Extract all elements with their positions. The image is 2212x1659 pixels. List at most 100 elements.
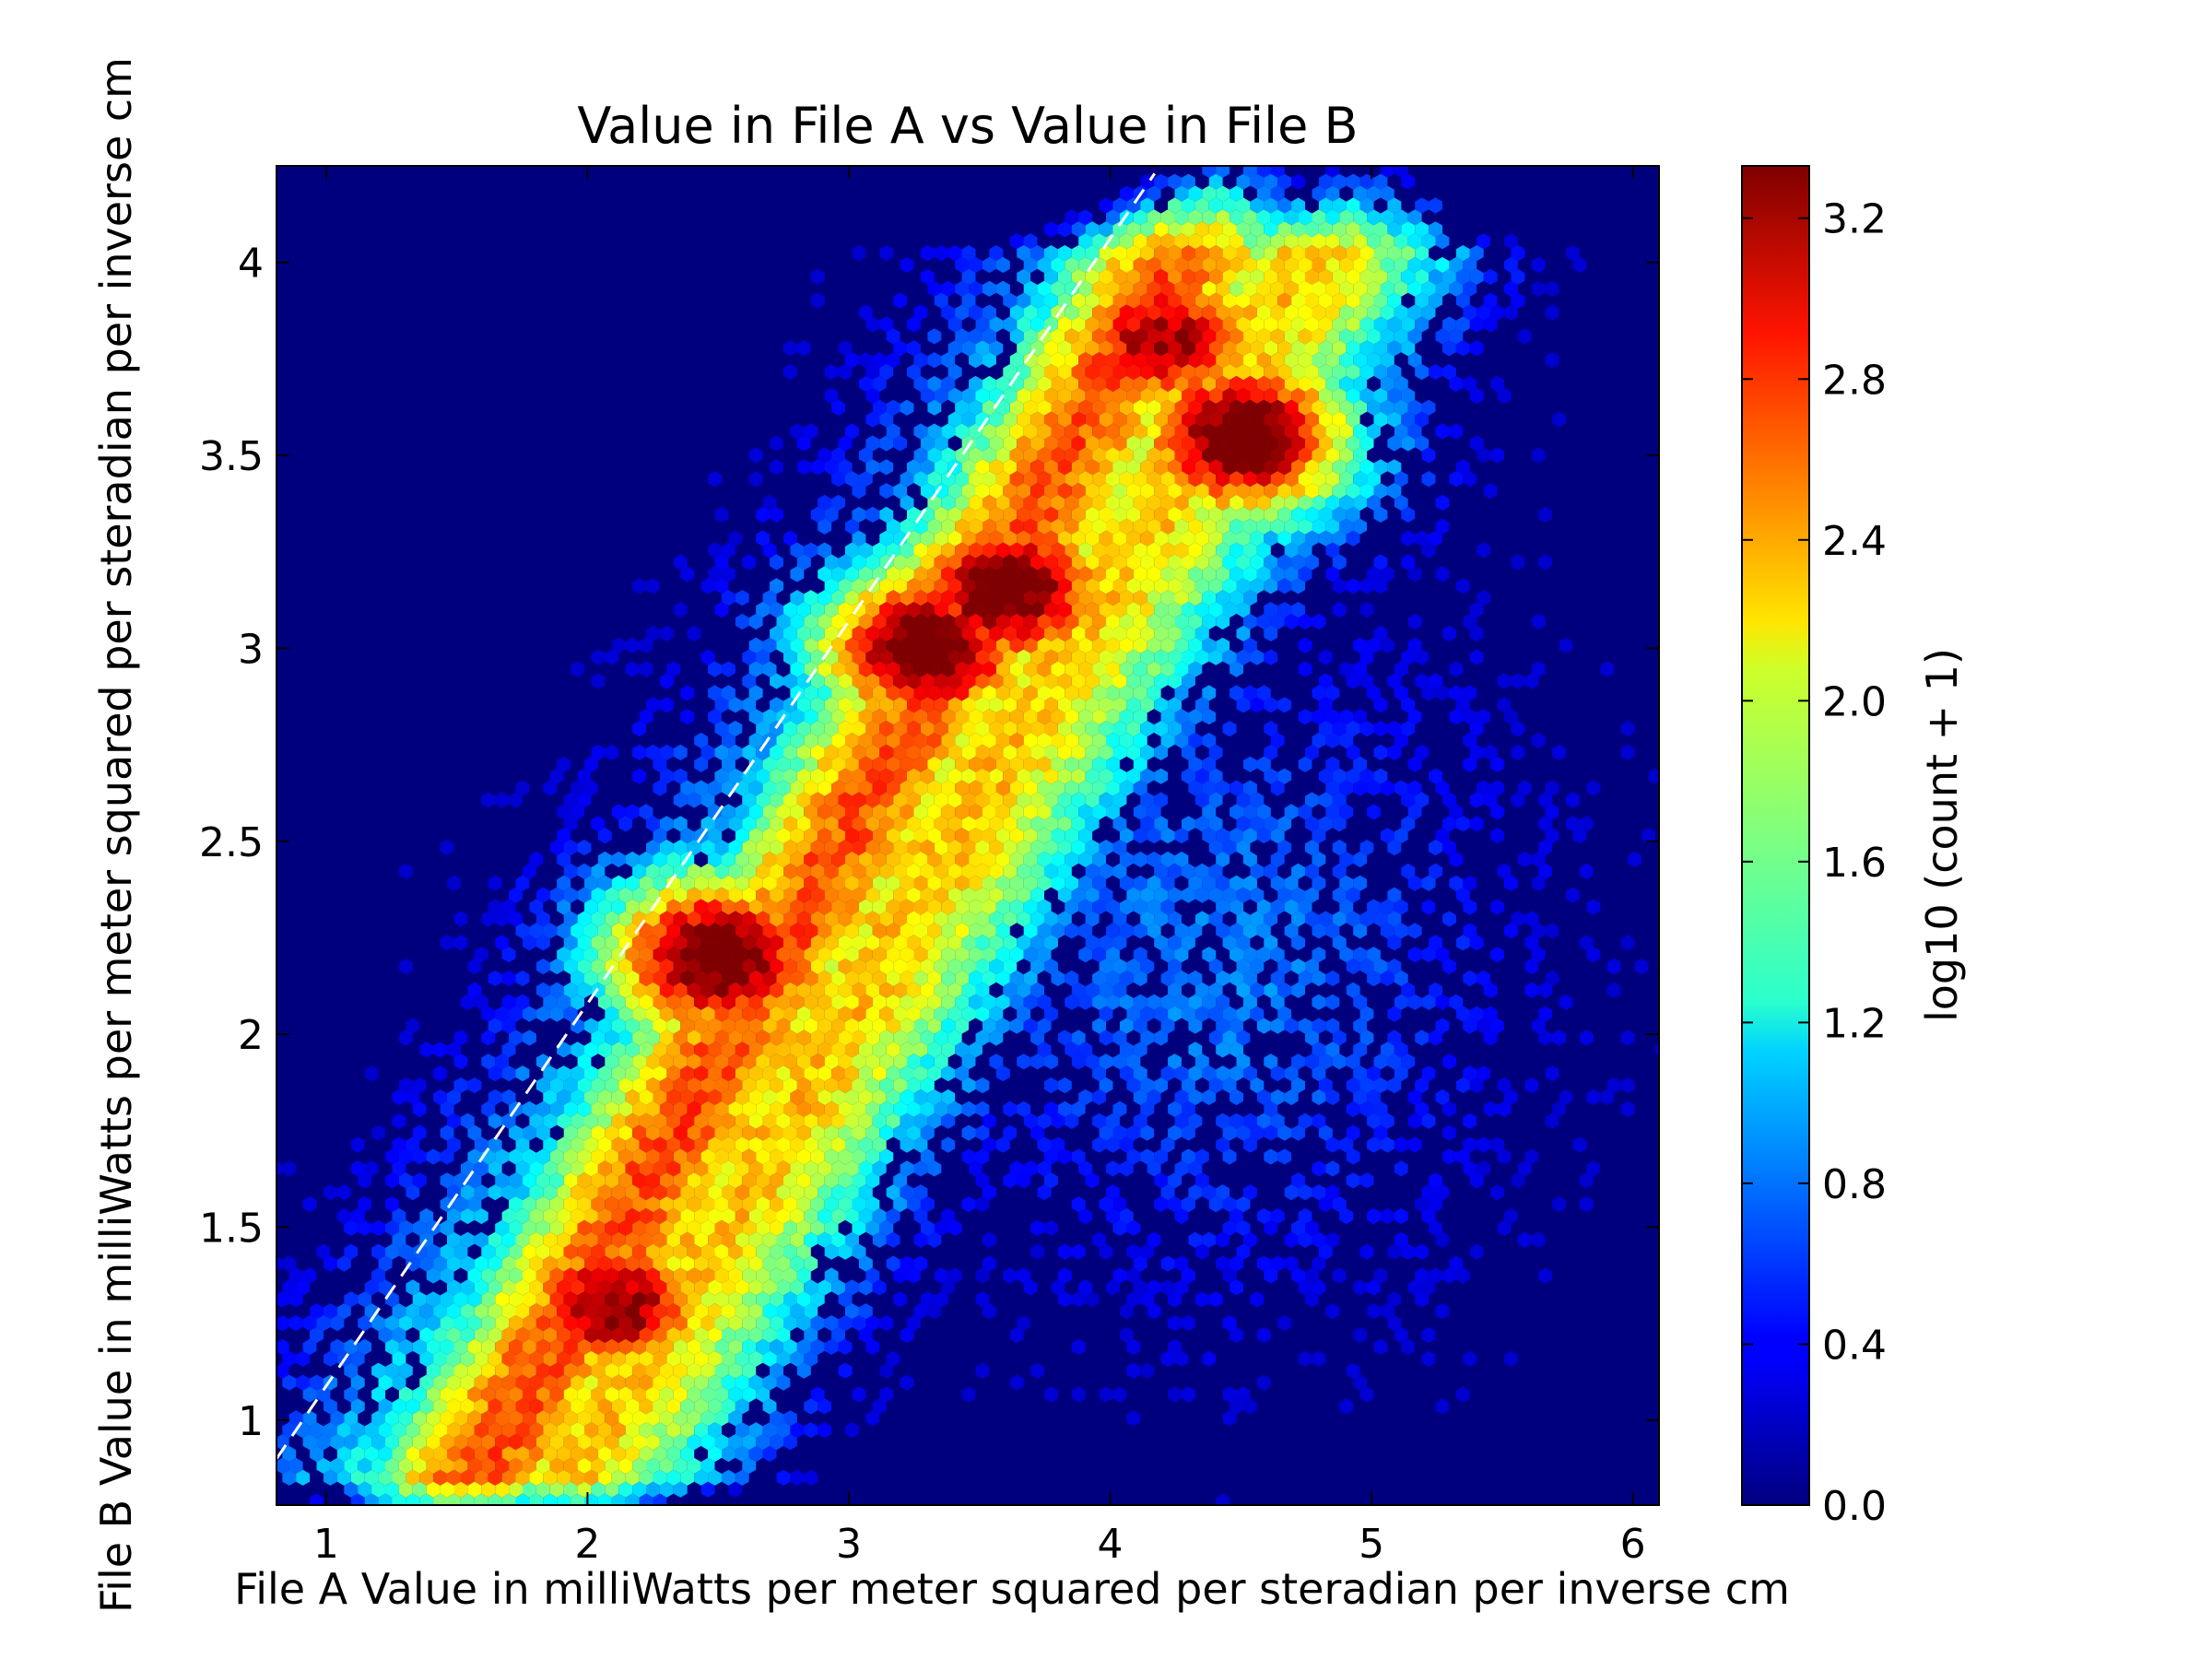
hex-cell xyxy=(907,792,921,808)
hex-cell xyxy=(1353,947,1368,963)
hex-cell xyxy=(1023,352,1038,369)
hex-cell xyxy=(687,1267,701,1284)
hex-cell xyxy=(886,804,900,820)
hex-cell xyxy=(1147,352,1161,369)
hex-cell xyxy=(1208,959,1223,975)
hex-cell xyxy=(1284,256,1299,274)
hex-cell xyxy=(1057,721,1072,737)
hex-cell xyxy=(1182,268,1195,285)
hex-cell xyxy=(1497,1148,1512,1165)
hex-cell xyxy=(1065,851,1079,868)
hex-cell xyxy=(831,804,845,820)
hex-cell xyxy=(447,1136,461,1153)
hex-cell xyxy=(920,1077,935,1094)
hex-cell xyxy=(515,1350,530,1367)
hex-cell xyxy=(1126,435,1141,452)
hex-cell xyxy=(646,1006,660,1022)
hex-cell xyxy=(1194,292,1209,309)
hex-cell xyxy=(831,637,845,653)
hex-cell xyxy=(1071,1338,1086,1355)
hex-cell xyxy=(1154,316,1169,333)
hex-cell xyxy=(1188,613,1203,630)
hex-cell xyxy=(770,554,783,571)
hex-cell xyxy=(907,721,921,737)
hex-cell xyxy=(907,768,921,784)
hex-cell xyxy=(1463,875,1477,891)
hex-cell xyxy=(488,1326,502,1344)
hex-cell xyxy=(742,935,757,951)
hex-cell xyxy=(666,851,681,868)
hex-cell xyxy=(535,1006,550,1022)
hex-cell xyxy=(708,947,722,963)
hex-cell xyxy=(523,1006,536,1022)
hex-cell xyxy=(1291,982,1305,998)
hex-cell xyxy=(714,959,729,975)
hex-cell xyxy=(1469,744,1484,760)
hex-cell xyxy=(1188,304,1203,321)
hex-cell xyxy=(886,875,900,891)
hex-cell xyxy=(913,756,928,772)
hex-cell xyxy=(1305,530,1319,547)
hex-cell xyxy=(804,1088,818,1106)
hex-cell xyxy=(1380,566,1394,582)
hex-cell xyxy=(1407,233,1422,250)
hex-cell xyxy=(605,1077,619,1094)
hex-cell xyxy=(523,1148,536,1165)
hex-cell xyxy=(1298,709,1312,725)
hex-cell xyxy=(748,709,763,725)
hex-cell xyxy=(708,1112,722,1129)
hex-cell xyxy=(1174,518,1189,535)
hex-cell xyxy=(687,1338,701,1355)
hex-cell xyxy=(1188,471,1203,488)
hex-cell xyxy=(879,530,894,547)
hex-cell xyxy=(961,625,976,641)
hex-cell xyxy=(406,1279,420,1296)
hex-cell xyxy=(1071,792,1086,808)
hex-cell xyxy=(1332,245,1347,262)
hex-cell xyxy=(783,863,797,879)
hex-cell xyxy=(941,1279,956,1296)
hex-cell xyxy=(1339,209,1354,226)
hex-cell xyxy=(1085,982,1100,998)
hex-cell xyxy=(687,1030,701,1046)
hex-cell xyxy=(680,1255,695,1272)
hex-cell xyxy=(1305,840,1319,856)
hex-cell xyxy=(1023,970,1038,987)
hex-cell xyxy=(1188,233,1203,250)
hex-cell xyxy=(1078,1160,1093,1177)
hex-cell xyxy=(1188,542,1203,559)
hex-cell xyxy=(762,804,777,820)
hex-cell xyxy=(1284,1065,1299,1082)
hex-cell xyxy=(748,732,763,749)
hex-cell xyxy=(1051,1112,1065,1129)
hex-cell xyxy=(1044,530,1058,547)
hex-cell xyxy=(460,1255,475,1272)
hex-cell xyxy=(1284,209,1299,226)
hex-cell xyxy=(557,804,571,820)
hex-cell xyxy=(1023,804,1038,820)
hex-cell xyxy=(509,1267,523,1284)
hex-cell xyxy=(1202,994,1217,1010)
hex-cell xyxy=(653,851,667,868)
hex-cell xyxy=(872,875,887,891)
hex-cell xyxy=(989,792,1004,808)
hex-cell xyxy=(1071,268,1086,285)
hex-cell xyxy=(796,1172,811,1189)
hex-cell xyxy=(344,1219,359,1236)
hex-cell xyxy=(611,1136,626,1153)
hex-cell xyxy=(1243,233,1257,250)
hex-cell xyxy=(1318,268,1333,285)
hex-cell xyxy=(1318,1077,1333,1094)
hex-cell xyxy=(1277,602,1292,618)
hex-cell xyxy=(1023,994,1038,1010)
hex-cell xyxy=(625,1326,640,1344)
hex-cell xyxy=(1312,1350,1326,1367)
hex-cell xyxy=(310,1303,324,1320)
hex-cell xyxy=(1442,959,1456,975)
hex-cell xyxy=(1380,352,1394,369)
hex-cell xyxy=(796,1219,811,1236)
hex-cell xyxy=(790,875,805,891)
hex-cell xyxy=(398,1315,413,1332)
hex-cell xyxy=(1497,673,1512,689)
hex-cell xyxy=(1009,423,1024,440)
